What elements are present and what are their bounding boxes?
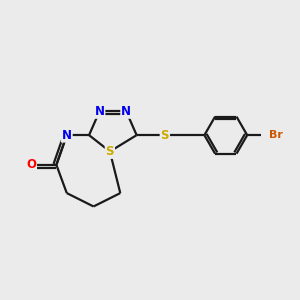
Text: O: O	[26, 158, 36, 171]
Text: N: N	[121, 105, 131, 118]
Text: N: N	[94, 105, 104, 118]
Text: S: S	[106, 145, 114, 158]
Text: N: N	[62, 129, 72, 142]
Text: Br: Br	[269, 130, 283, 140]
Text: S: S	[160, 129, 169, 142]
